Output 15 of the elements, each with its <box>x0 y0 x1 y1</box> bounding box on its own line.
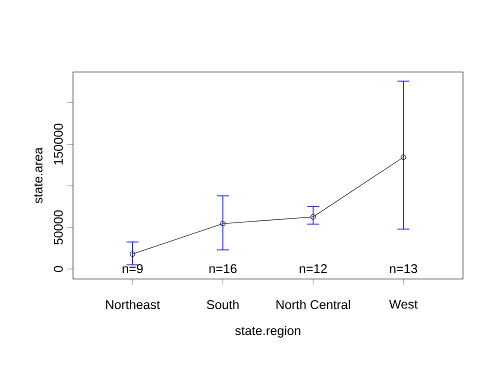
annotation: n=13 <box>390 264 418 274</box>
y-axis-title: state.area <box>34 147 42 204</box>
x-tick-label: North Central <box>276 300 350 310</box>
annotation: n=12 <box>300 264 327 274</box>
point <box>310 214 316 220</box>
annotation: n=9 <box>122 264 143 274</box>
x-axis-title: state.region <box>235 326 300 338</box>
point <box>220 220 226 226</box>
x-tick-label: West <box>389 300 418 309</box>
annotation: n=16 <box>209 264 237 274</box>
y-tick-label: 150000 <box>54 124 63 164</box>
y-tick-label: 0 <box>54 266 63 272</box>
x-tick-label: Northeast <box>106 300 160 310</box>
y-tick-label: 50000 <box>54 210 63 245</box>
x-tick-label: South <box>206 300 239 310</box>
